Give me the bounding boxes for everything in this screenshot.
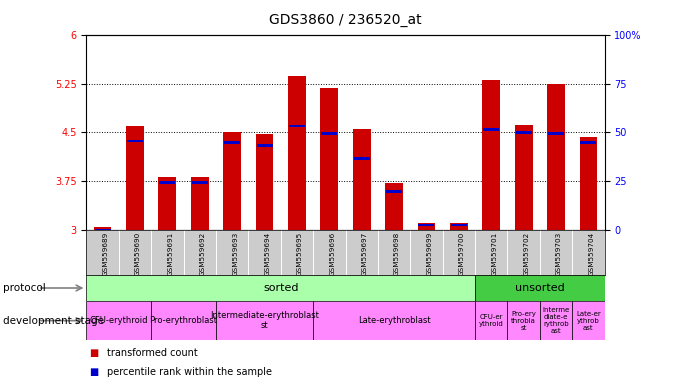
Text: protocol: protocol — [3, 283, 46, 293]
Bar — [475, 301, 507, 340]
Bar — [515, 125, 533, 230]
Bar — [321, 132, 337, 135]
Bar — [86, 301, 151, 340]
Text: CFU-er
ythroid: CFU-er ythroid — [479, 314, 504, 327]
Text: transformed count: transformed count — [107, 348, 198, 358]
Text: GSM559702: GSM559702 — [524, 232, 529, 276]
Bar — [450, 223, 468, 230]
Bar — [158, 177, 176, 230]
Bar — [475, 275, 605, 301]
Text: CFU-erythroid: CFU-erythroid — [90, 316, 148, 325]
Bar — [540, 301, 572, 340]
Bar — [386, 190, 402, 192]
Text: GSM559689: GSM559689 — [102, 232, 108, 276]
Bar — [191, 182, 208, 184]
Text: sorted: sorted — [263, 283, 299, 293]
Text: Interme
diate-e
rythrob
ast: Interme diate-e rythrob ast — [542, 307, 569, 334]
Bar — [385, 183, 403, 230]
Text: Pro-ery
throbla
st: Pro-ery throbla st — [511, 311, 536, 331]
Text: GSM559696: GSM559696 — [330, 232, 335, 276]
Bar — [507, 301, 540, 340]
Text: percentile rank within the sample: percentile rank within the sample — [107, 367, 272, 377]
Bar — [483, 128, 500, 131]
Text: GSM559704: GSM559704 — [589, 232, 594, 276]
Text: unsorted: unsorted — [515, 283, 565, 293]
Text: Pro-erythroblast: Pro-erythroblast — [149, 316, 218, 325]
Text: GSM559691: GSM559691 — [167, 232, 173, 276]
Bar — [256, 144, 272, 147]
Bar — [216, 301, 313, 340]
Bar — [223, 132, 241, 230]
Bar — [151, 301, 216, 340]
Bar — [321, 88, 338, 230]
Text: GSM559700: GSM559700 — [459, 232, 465, 276]
Bar — [256, 134, 274, 230]
Text: development stage: development stage — [3, 316, 104, 326]
Text: GSM559690: GSM559690 — [135, 232, 141, 276]
Bar — [482, 80, 500, 230]
Text: GSM559695: GSM559695 — [297, 232, 303, 276]
Bar — [417, 223, 435, 230]
Bar — [572, 301, 605, 340]
Text: Late-er
ythrob
ast: Late-er ythrob ast — [576, 311, 600, 331]
Bar — [547, 84, 565, 230]
Bar — [160, 182, 176, 184]
Bar — [313, 301, 475, 340]
Text: GSM559692: GSM559692 — [200, 232, 206, 276]
Bar — [94, 227, 111, 230]
Bar — [515, 131, 531, 134]
Bar — [353, 129, 370, 230]
Bar — [548, 132, 564, 135]
Text: ■: ■ — [90, 367, 102, 377]
Bar — [95, 229, 111, 232]
Text: Late-erythroblast: Late-erythroblast — [358, 316, 430, 325]
Bar — [191, 177, 209, 230]
Bar — [451, 224, 467, 227]
Bar — [289, 125, 305, 127]
Bar — [580, 141, 596, 144]
Text: GSM559693: GSM559693 — [232, 232, 238, 276]
Bar — [580, 137, 597, 230]
Text: GSM559697: GSM559697 — [361, 232, 368, 276]
Text: ■: ■ — [90, 348, 102, 358]
Bar — [354, 157, 370, 160]
Bar — [127, 140, 143, 142]
Bar — [224, 141, 240, 144]
Bar — [86, 275, 475, 301]
Bar — [288, 76, 306, 230]
Text: GSM559703: GSM559703 — [556, 232, 562, 276]
Text: Intermediate-erythroblast
st: Intermediate-erythroblast st — [210, 311, 319, 330]
Text: GSM559698: GSM559698 — [394, 232, 400, 276]
Text: GSM559699: GSM559699 — [426, 232, 433, 276]
Bar — [126, 126, 144, 230]
Text: GSM559701: GSM559701 — [491, 232, 498, 276]
Text: GSM559694: GSM559694 — [265, 232, 270, 276]
Bar — [419, 224, 435, 227]
Text: GDS3860 / 236520_at: GDS3860 / 236520_at — [269, 13, 422, 27]
